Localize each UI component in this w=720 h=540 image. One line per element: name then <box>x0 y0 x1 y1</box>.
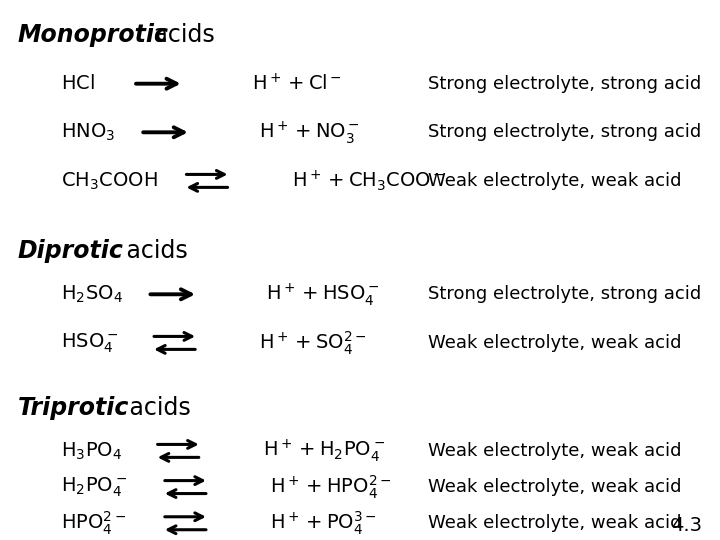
Text: $\mathrm{H^+ + PO_4^{3-}}$: $\mathrm{H^+ + PO_4^{3-}}$ <box>270 510 377 537</box>
Text: $\mathrm{H_2PO_4^-}$: $\mathrm{H_2PO_4^-}$ <box>61 475 127 499</box>
Text: $\mathrm{H^+ + CH_3COO^-}$: $\mathrm{H^+ + CH_3COO^-}$ <box>292 168 444 193</box>
Text: Diprotic: Diprotic <box>18 239 124 263</box>
Text: $\mathrm{H_2SO_4}$: $\mathrm{H_2SO_4}$ <box>61 284 123 305</box>
Text: $\mathrm{HCl}$: $\mathrm{HCl}$ <box>61 74 95 93</box>
Text: $\mathrm{H^+ + SO_4^{2-}}$: $\mathrm{H^+ + SO_4^{2-}}$ <box>259 329 366 356</box>
Text: Triprotic: Triprotic <box>18 396 130 420</box>
Text: 4.3: 4.3 <box>671 516 702 535</box>
Text: $\mathrm{H^+ + NO_3^-}$: $\mathrm{H^+ + NO_3^-}$ <box>259 119 360 146</box>
Text: $\mathrm{H^+ + H_2PO_4^-}$: $\mathrm{H^+ + H_2PO_4^-}$ <box>263 437 385 464</box>
Text: Strong electrolyte, strong acid: Strong electrolyte, strong acid <box>428 75 702 93</box>
Text: Weak electrolyte, weak acid: Weak electrolyte, weak acid <box>428 172 682 190</box>
Text: $\mathrm{HNO_3}$: $\mathrm{HNO_3}$ <box>61 122 115 143</box>
Text: Strong electrolyte, strong acid: Strong electrolyte, strong acid <box>428 285 702 303</box>
Text: acids: acids <box>122 396 191 420</box>
Text: $\mathrm{H^+ + Cl^-}$: $\mathrm{H^+ + Cl^-}$ <box>252 73 342 94</box>
Text: $\mathrm{H^+ + HPO_4^{2-}}$: $\mathrm{H^+ + HPO_4^{2-}}$ <box>270 474 392 501</box>
Text: acids: acids <box>146 23 215 47</box>
Text: $\mathrm{CH_3COOH}$: $\mathrm{CH_3COOH}$ <box>61 170 158 192</box>
Text: Weak electrolyte, weak acid: Weak electrolyte, weak acid <box>428 334 682 352</box>
Text: $\mathrm{H_3PO_4}$: $\mathrm{H_3PO_4}$ <box>61 440 122 462</box>
Text: Monoprotic: Monoprotic <box>18 23 169 47</box>
Text: $\mathrm{HPO_4^{2-}}$: $\mathrm{HPO_4^{2-}}$ <box>61 510 127 537</box>
Text: Weak electrolyte, weak acid: Weak electrolyte, weak acid <box>428 478 682 496</box>
Text: acids: acids <box>119 239 187 263</box>
Text: Strong electrolyte, strong acid: Strong electrolyte, strong acid <box>428 123 702 141</box>
Text: Weak electrolyte, weak acid: Weak electrolyte, weak acid <box>428 442 682 460</box>
Text: $\mathrm{H^+ + HSO_4^-}$: $\mathrm{H^+ + HSO_4^-}$ <box>266 281 379 308</box>
Text: Weak electrolyte, weak acid: Weak electrolyte, weak acid <box>428 514 682 532</box>
Text: $\mathrm{HSO_4^-}$: $\mathrm{HSO_4^-}$ <box>61 331 119 355</box>
